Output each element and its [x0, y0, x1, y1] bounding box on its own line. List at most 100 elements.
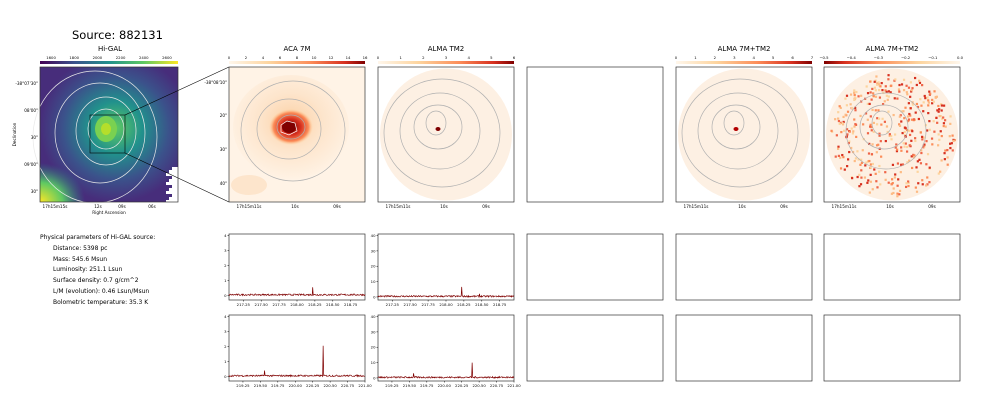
residual-noise	[897, 178, 900, 181]
residual-noise	[906, 128, 909, 132]
aca7m-title: ACA 7M	[283, 45, 311, 53]
residual-noise	[915, 102, 919, 106]
residual-noise	[898, 83, 901, 87]
residual-noise	[932, 100, 935, 103]
residual-noise	[931, 98, 934, 102]
residual-noise	[946, 163, 949, 166]
empty-spectrum-panel-2	[823, 233, 961, 301]
residual-noise	[884, 139, 887, 143]
residual-noise	[853, 89, 856, 92]
residual-noise	[953, 139, 956, 142]
residual-noise	[883, 120, 887, 123]
colorbar-tick-2-2: 2	[422, 55, 425, 60]
residual-noise	[894, 78, 897, 81]
colorbar-tick-1-3: 6	[279, 55, 282, 60]
residual-noise	[869, 91, 872, 94]
residual-noise	[837, 111, 840, 114]
colorbar-tick-1-7: 14	[346, 55, 351, 60]
residual-noise	[912, 156, 916, 159]
colorbar-tick-4-0: −0.5	[819, 55, 829, 60]
residual-noise	[922, 144, 925, 147]
residual-noise	[862, 123, 865, 126]
aca-ytick-1: 20"	[220, 113, 227, 118]
zoom-line-bottom	[124, 152, 230, 203]
spec-xtick-0-2: 217.75	[272, 302, 286, 307]
spec-xtick-3-3: 220.00	[438, 383, 452, 388]
residual-noise	[927, 101, 930, 104]
residual-noise	[859, 114, 862, 118]
residual-noise	[904, 142, 907, 145]
residual-noise	[869, 115, 872, 118]
residual-noise	[898, 189, 902, 192]
residual-noise	[884, 85, 887, 88]
empty-spectrum-panel-0	[526, 233, 664, 301]
residual-noise	[871, 108, 874, 112]
residual-noise	[907, 86, 911, 89]
residual-noise	[940, 109, 943, 112]
residual-noise	[878, 170, 881, 173]
colorbar-tick-2-0: 0	[377, 55, 380, 60]
residual-noise	[926, 183, 929, 186]
residual-noise	[879, 85, 882, 88]
residual-noise	[885, 90, 888, 93]
spec-ytick-0-1: 1	[224, 278, 227, 283]
residual-noise	[877, 109, 880, 112]
residual-noise	[940, 159, 943, 162]
residual-noise	[896, 195, 899, 198]
residual-noise	[918, 81, 922, 84]
residual-noise	[932, 120, 935, 123]
colorbar-tick-2-5: 5	[490, 55, 493, 60]
image-frame-4	[823, 66, 961, 203]
residual-noise	[911, 166, 914, 170]
spec-xtick-2-7: 221.00	[358, 383, 372, 388]
residual-noise	[898, 90, 901, 93]
residual-noise	[937, 133, 940, 136]
spec-xtick-3-5: 220.50	[472, 383, 486, 388]
residual-noise	[916, 105, 920, 109]
colorbar-tick-2-6: 6	[513, 55, 516, 60]
higal-blank-7	[169, 188, 178, 191]
colorbar-1	[229, 61, 365, 64]
spec-xtick-1-3: 218.00	[439, 302, 453, 307]
residual-noise	[891, 163, 895, 166]
residual-noise	[869, 180, 872, 183]
spec-xtick-3-1: 219.50	[403, 383, 417, 388]
residual-noise	[890, 183, 893, 186]
residual-noise	[922, 101, 925, 104]
higal-blank-11	[166, 200, 178, 203]
residual-noise	[900, 149, 903, 152]
residual-noise	[896, 97, 899, 100]
tm2-contour-0	[425, 110, 447, 136]
residual-noise	[872, 94, 875, 98]
spec-xtick-2-4: 220.25	[306, 383, 320, 388]
colorbar-4	[824, 61, 960, 64]
residual-noise	[914, 137, 917, 140]
combined-primary-beam	[678, 68, 810, 201]
residual-noise	[853, 93, 856, 97]
colorbar-0	[40, 61, 178, 64]
residual-noise	[843, 129, 846, 132]
residual-noise	[834, 118, 837, 121]
residual-noise	[896, 192, 899, 195]
residual-noise	[938, 114, 941, 118]
spec-xtick-0-6: 218.75	[344, 302, 358, 307]
higal-blank-5	[166, 182, 178, 185]
higal-ytick-4: 30"	[31, 189, 38, 194]
residual-noise	[942, 122, 946, 125]
residual-noise	[869, 173, 872, 176]
residual-noise	[885, 125, 889, 128]
residual-noise	[950, 142, 953, 145]
residual-noise	[949, 146, 952, 150]
residual-noise	[908, 144, 911, 147]
combined-contour-2	[697, 92, 779, 170]
spec-xtick-1-4: 218.25	[457, 302, 471, 307]
residual-noise	[893, 133, 897, 136]
colorbar-3	[676, 61, 812, 64]
residual-noise	[871, 143, 874, 146]
residual-noise	[854, 157, 858, 160]
residual-noise	[866, 181, 869, 184]
residual-noise	[904, 185, 908, 189]
residual-noise	[850, 146, 853, 150]
spec-xtick-1-0: 217.25	[386, 302, 400, 307]
aca-contour-1	[256, 98, 322, 160]
